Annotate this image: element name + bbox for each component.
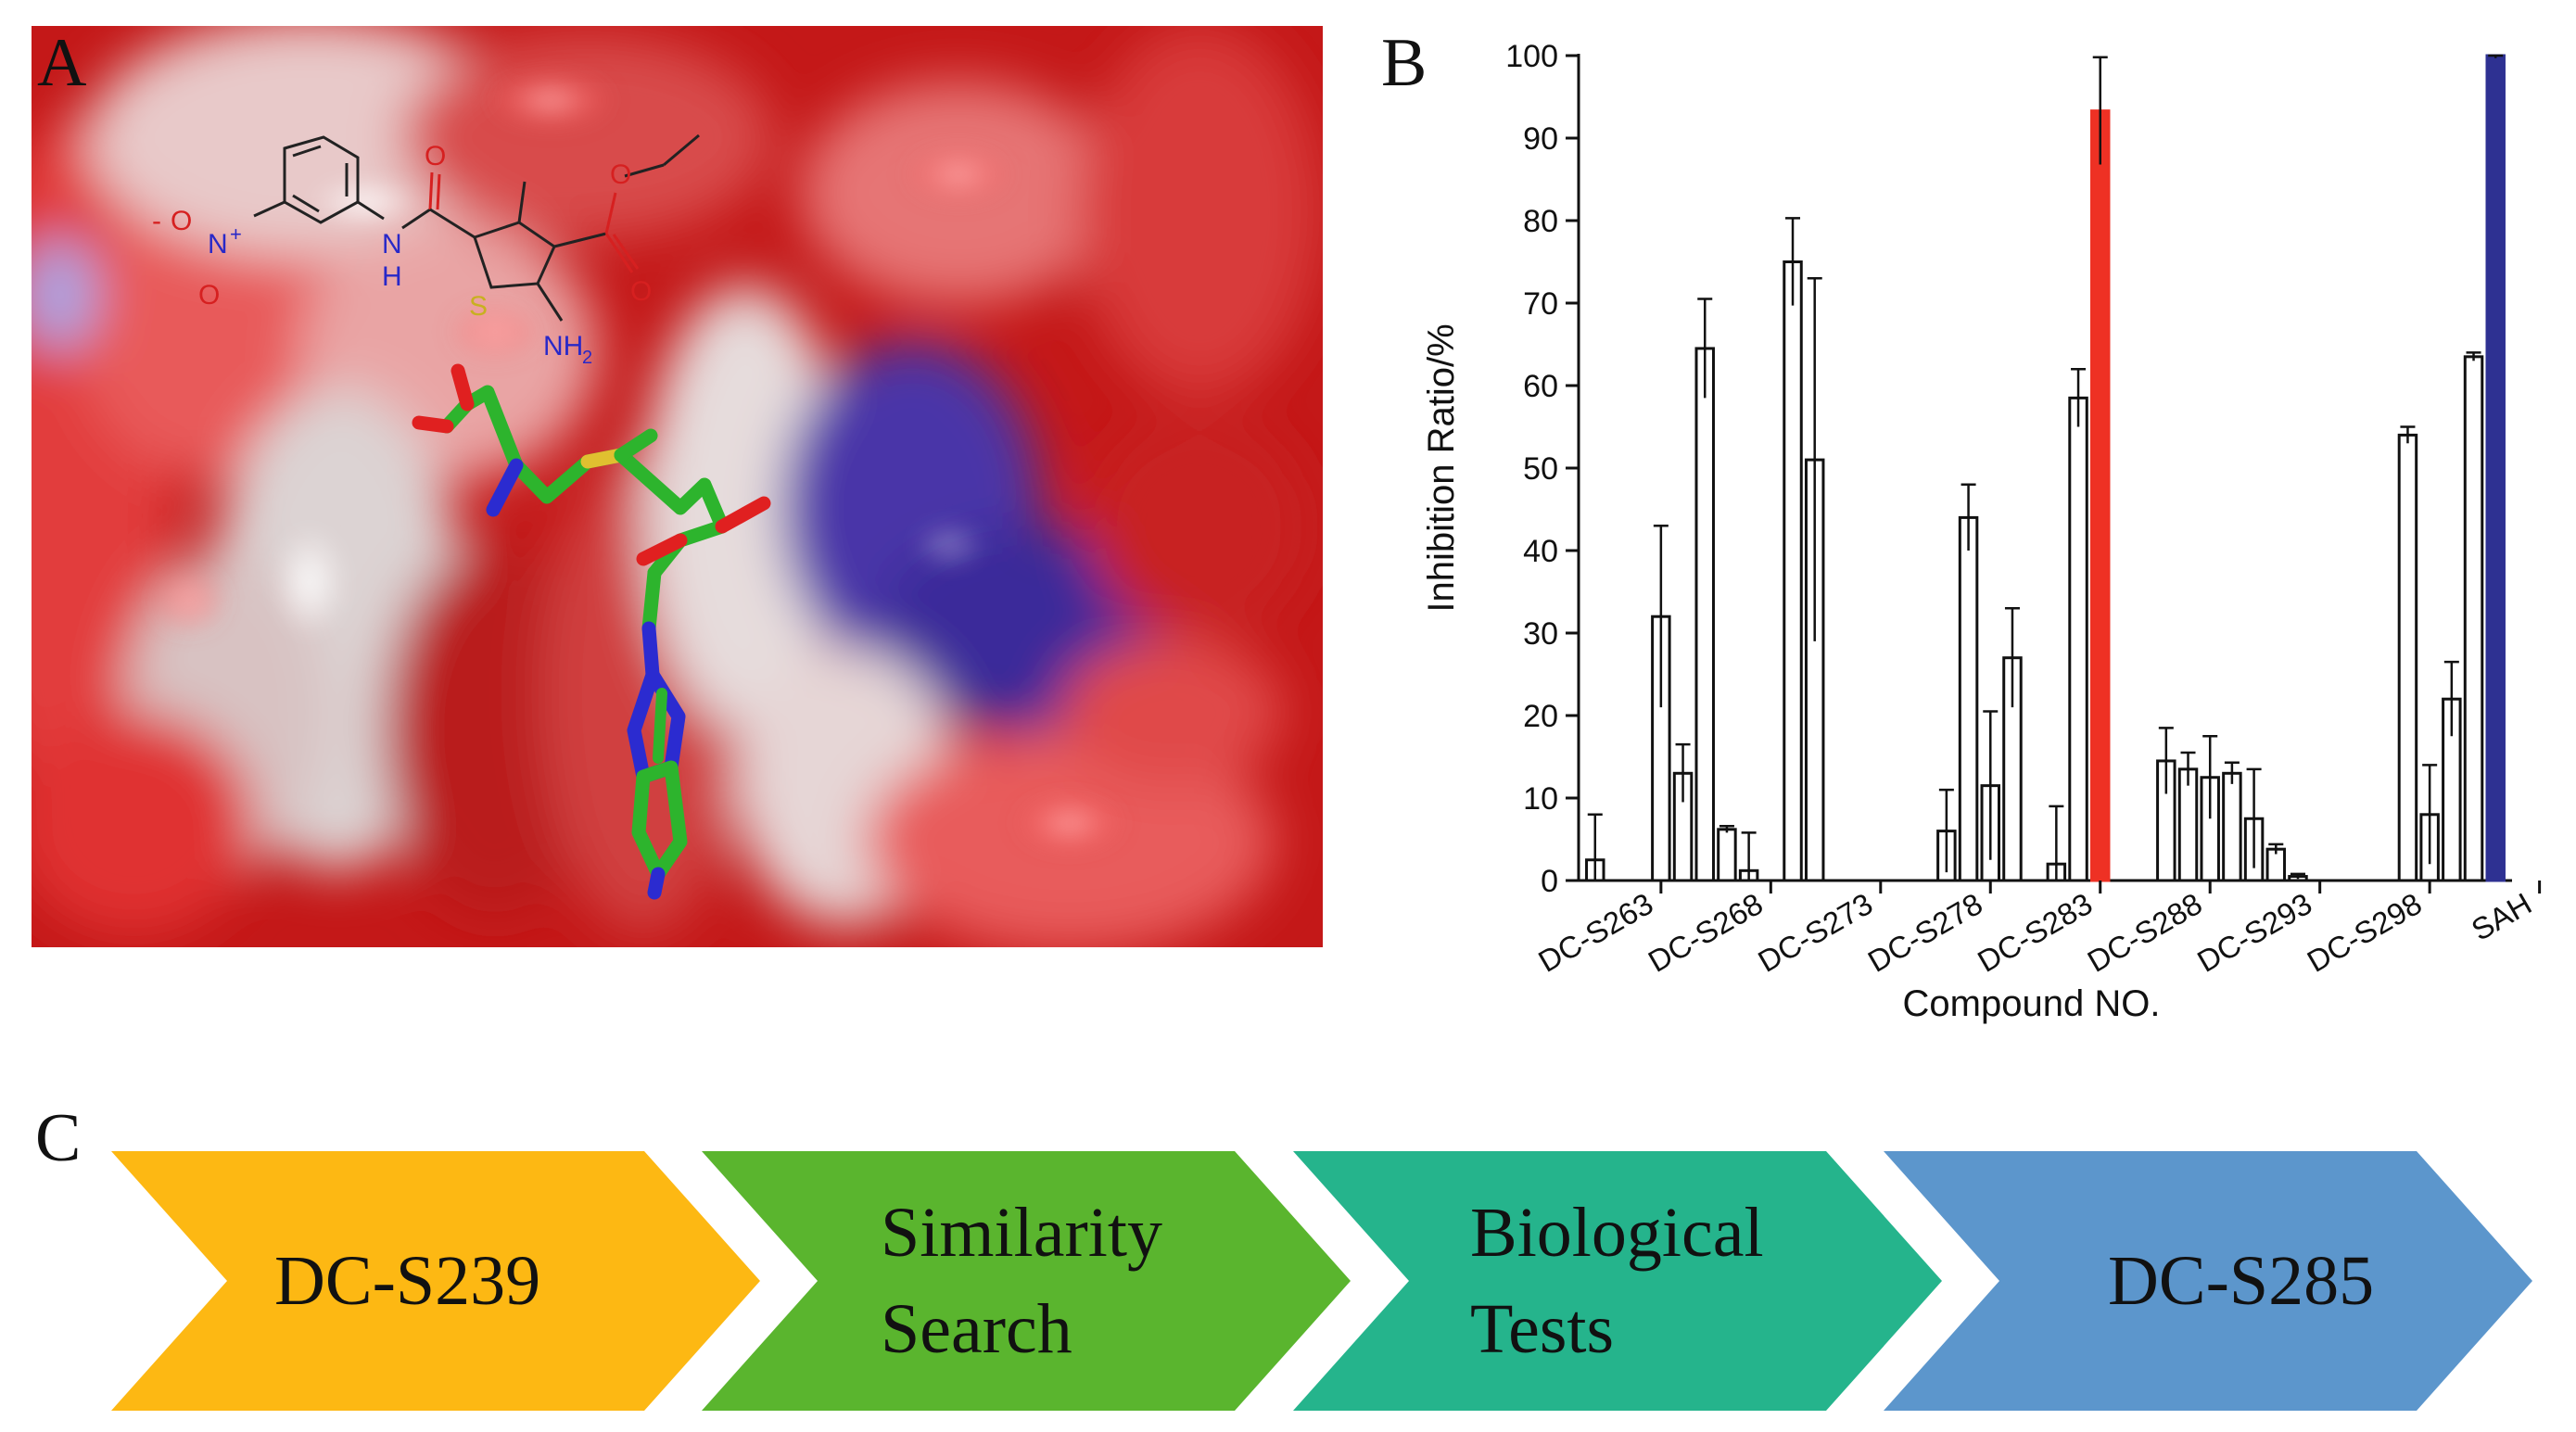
x-tick-label: DC-S278 bbox=[1862, 886, 1988, 979]
amine-subscript: 2 bbox=[582, 348, 592, 368]
amide-nitrogen-label: N bbox=[382, 229, 402, 260]
nitro-minus-label: - bbox=[152, 206, 161, 236]
ligand-2d-structure bbox=[253, 133, 700, 322]
y-tick-label: 50 bbox=[1523, 451, 1558, 487]
inhibition-chart: 0 10 20 30 40 50 60 70 80 90 100 DC-S263 DC-S268 DC-… bbox=[1381, 26, 2576, 1045]
workflow-arrow-4 bbox=[1884, 1151, 2532, 1411]
y-tick-label: 20 bbox=[1523, 699, 1558, 734]
y-tick-label: 100 bbox=[1505, 39, 1558, 74]
bar bbox=[1694, 347, 1715, 882]
amide-oxygen-label: O bbox=[425, 141, 446, 171]
workflow-step-4-label: DC-S285 bbox=[2108, 1233, 2374, 1329]
x-tick-label: DC-S298 bbox=[2302, 886, 2428, 979]
bar bbox=[2222, 771, 2242, 882]
bar bbox=[2068, 396, 2088, 882]
y-tick-label: 30 bbox=[1523, 616, 1558, 652]
ester-oxygen-label: O bbox=[610, 159, 631, 190]
bar-series bbox=[1585, 54, 2506, 882]
workflow-step-2-label: Similarity Search bbox=[881, 1185, 1162, 1377]
y-tick-label: 0 bbox=[1541, 864, 1558, 899]
panel-a-letter: A bbox=[37, 25, 87, 101]
workflow-step-3-label: Biological Tests bbox=[1470, 1185, 1764, 1377]
nitro-plus-label: + bbox=[230, 222, 242, 246]
y-tick-label: 60 bbox=[1523, 369, 1558, 404]
y-tick-label: 40 bbox=[1523, 534, 1558, 569]
workflow-arrow-2 bbox=[702, 1151, 1351, 1411]
x-axis-ticks: DC-S263DC-S268DC-S273DC-S278DC-S283DC-S2… bbox=[1532, 881, 2542, 979]
workflow-arrow-3 bbox=[1293, 1151, 1942, 1411]
workflow-panel: DC-S239 Similarity Search Biological Tes… bbox=[0, 1094, 2576, 1432]
amine-label: NH bbox=[543, 331, 583, 361]
y-tick-label: 70 bbox=[1523, 286, 1558, 322]
bar bbox=[2397, 433, 2418, 882]
bar bbox=[1783, 260, 1803, 882]
y-axis-ticks: 0 10 20 30 40 50 60 70 80 90 100 bbox=[1505, 39, 1579, 899]
bar bbox=[1717, 828, 1737, 882]
nitro-nitrogen-label: N bbox=[208, 229, 228, 260]
amide-hydrogen-label: H bbox=[382, 261, 402, 292]
workflow-step-2-line-1: Similarity bbox=[881, 1194, 1162, 1272]
ester-carbonyl-oxygen-label: O bbox=[630, 276, 652, 307]
workflow-step-3-line-2: Tests bbox=[1470, 1290, 1615, 1368]
workflow-arrow-1 bbox=[111, 1151, 760, 1411]
bar bbox=[2485, 54, 2506, 882]
x-axis-label: Compound NO. bbox=[1903, 983, 2161, 1024]
nitro-oxygen-label-2: O bbox=[198, 280, 220, 310]
x-tick-label: DC-S273 bbox=[1752, 886, 1878, 979]
protein-surface-panel: - O N + O O N H O O S NH 2 bbox=[32, 26, 1323, 947]
thiophene-sulfur-label: S bbox=[469, 291, 488, 322]
protein-surface-image: - O N + O O N H O O S NH 2 bbox=[32, 26, 1323, 947]
x-tick-label: DC-S288 bbox=[2082, 886, 2208, 979]
panel-c-letter: C bbox=[35, 1100, 82, 1176]
y-tick-label: 10 bbox=[1523, 781, 1558, 817]
workflow-step-1-line-1: DC-S239 bbox=[274, 1242, 541, 1320]
bar bbox=[2463, 355, 2484, 882]
workflow-step-4-line-1: DC-S285 bbox=[2108, 1242, 2375, 1320]
y-axis-label: Inhibition Ratio/% bbox=[1421, 323, 1462, 612]
bar bbox=[2089, 109, 2111, 882]
x-tick-label: DC-S268 bbox=[1643, 886, 1769, 979]
workflow-step-2-line-2: Search bbox=[881, 1290, 1072, 1368]
workflow-step-3-line-1: Biological bbox=[1470, 1194, 1764, 1272]
x-tick-label: DC-S263 bbox=[1532, 886, 1658, 979]
x-tick-label: SAH bbox=[2466, 886, 2537, 947]
nitro-oxygen-label: O bbox=[171, 206, 192, 236]
bar bbox=[1958, 515, 1979, 882]
panel-b-letter: B bbox=[1381, 25, 1428, 101]
y-tick-label: 80 bbox=[1523, 204, 1558, 239]
bar bbox=[2177, 767, 2199, 882]
x-tick-label: DC-S283 bbox=[1972, 886, 2098, 979]
x-tick-label: DC-S293 bbox=[2191, 886, 2317, 979]
y-tick-label: 90 bbox=[1523, 121, 1558, 157]
workflow-step-1-label: DC-S239 bbox=[274, 1233, 540, 1329]
ligand-stick-model bbox=[412, 363, 771, 900]
